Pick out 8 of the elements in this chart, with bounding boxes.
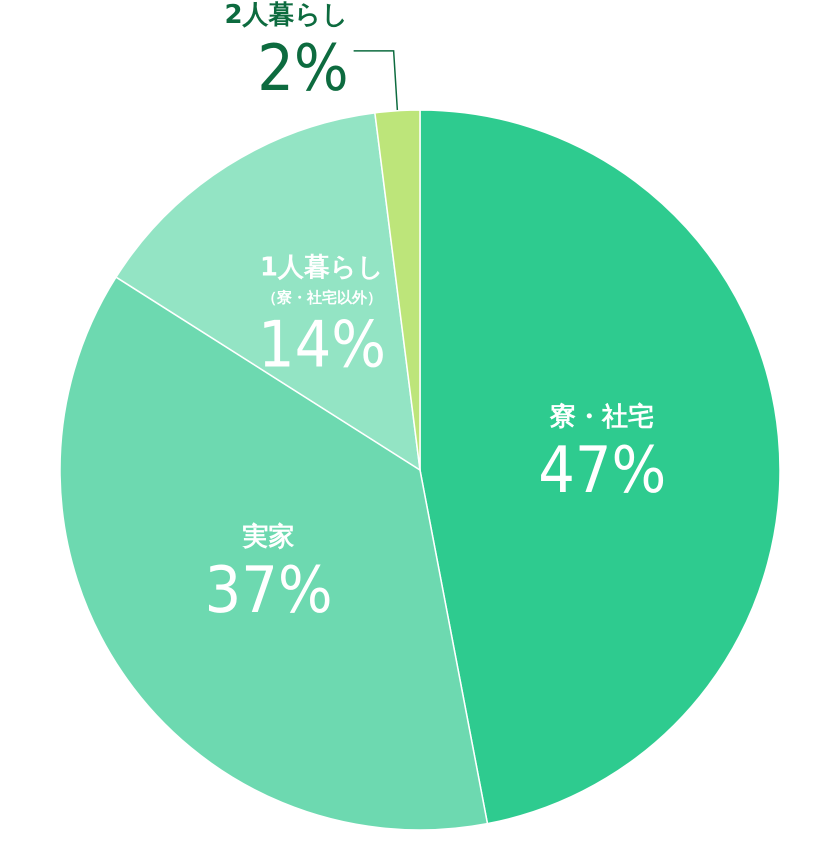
data-label: 14% (258, 308, 386, 382)
slice-label: 2人暮らし (224, 0, 349, 30)
slice-label: 実家 (242, 522, 295, 552)
data-label: 2% (257, 32, 349, 106)
slice-label: 1人暮らし（寮・社宅以外） (260, 252, 384, 306)
data-label: 37% (204, 554, 333, 628)
data-label: 47% (538, 434, 666, 508)
slice-label: 寮・社宅 (549, 402, 654, 432)
